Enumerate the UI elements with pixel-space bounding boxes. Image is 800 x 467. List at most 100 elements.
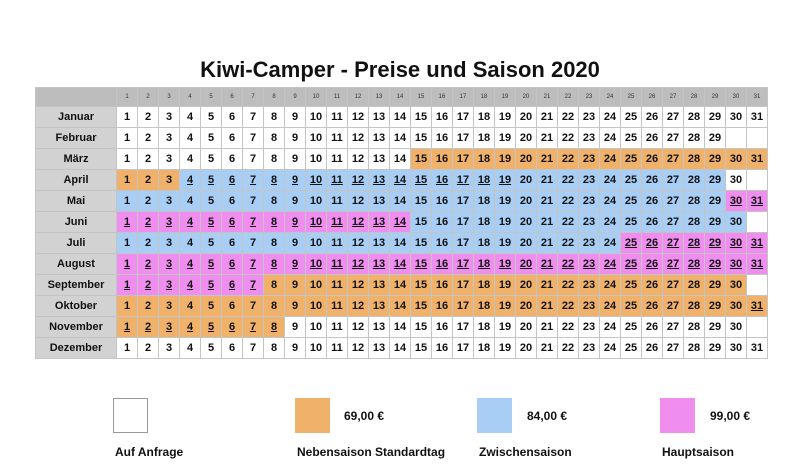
day-cell: 16: [431, 211, 453, 233]
day-cell: 3: [158, 211, 180, 233]
day-cell: 5: [200, 232, 222, 254]
day-cell: 11: [326, 190, 348, 212]
day-cell: 14: [389, 232, 411, 254]
day-cell: 6: [221, 148, 243, 170]
day-cell: 26: [641, 106, 663, 128]
day-cell: 1: [116, 253, 138, 275]
day-cell: 2: [137, 232, 159, 254]
day-cell: 28: [683, 127, 705, 149]
day-cell: 30: [725, 106, 747, 128]
day-cell: 3: [158, 274, 180, 296]
day-cell: 30: [725, 232, 747, 254]
day-cell: 24: [599, 127, 621, 149]
day-cell: 11: [326, 316, 348, 338]
month-row: August 1 2 3 4 5 6 7 8 9 10 11 12 13 14 15 16 17 18 19 20 21 2…: [35, 253, 768, 275]
day-cell: 30: [725, 316, 747, 338]
empty-cell: [746, 274, 768, 296]
day-cell: 30: [725, 169, 747, 191]
day-cell: 20: [515, 211, 537, 233]
day-cell: 8: [263, 232, 285, 254]
day-cell: 9: [284, 274, 306, 296]
day-cell: 31: [746, 337, 768, 359]
day-cell: 10: [305, 190, 327, 212]
day-cell: 8: [263, 169, 285, 191]
day-cell: 14: [389, 316, 411, 338]
day-cell: 20: [515, 253, 537, 275]
day-header: 10: [305, 87, 327, 107]
day-cell: 30: [725, 337, 747, 359]
day-cell: 19: [494, 232, 516, 254]
empty-cell: [746, 169, 768, 191]
day-cell: 14: [389, 337, 411, 359]
day-cell: 19: [494, 253, 516, 275]
day-cell: 23: [578, 211, 600, 233]
day-cell: 15: [410, 127, 432, 149]
day-cell: 15: [410, 106, 432, 128]
day-header: 15: [410, 87, 432, 107]
day-cell: 5: [200, 190, 222, 212]
day-cell: 5: [200, 148, 222, 170]
day-cell: 27: [662, 274, 684, 296]
day-cell: 18: [473, 190, 495, 212]
day-cell: 16: [431, 148, 453, 170]
day-cell: 14: [389, 106, 411, 128]
day-cell: 21: [536, 169, 558, 191]
day-cell: 5: [200, 316, 222, 338]
day-cell: 10: [305, 127, 327, 149]
day-cell: 22: [557, 316, 579, 338]
day-cell: 11: [326, 232, 348, 254]
day-cell: 29: [704, 127, 726, 149]
day-cell: 23: [578, 106, 600, 128]
day-cell: 13: [368, 148, 390, 170]
day-cell: 4: [179, 232, 201, 254]
day-cell: 2: [137, 148, 159, 170]
day-cell: 16: [431, 337, 453, 359]
day-cell: 26: [641, 274, 663, 296]
day-cell: 29: [704, 169, 726, 191]
day-header: 23: [578, 87, 600, 107]
day-cell: 11: [326, 211, 348, 233]
day-cell: 8: [263, 316, 285, 338]
day-cell: 5: [200, 274, 222, 296]
legend-label-hauptsaison: Hauptsaison: [662, 445, 735, 459]
day-cell: 21: [536, 106, 558, 128]
day-cell: 17: [452, 274, 474, 296]
day-cell: 23: [578, 274, 600, 296]
legend-price-nebensaison: 69,00 €: [344, 409, 385, 423]
day-cell: 19: [494, 148, 516, 170]
day-cell: 10: [305, 148, 327, 170]
day-cell: 22: [557, 190, 579, 212]
day-cell: 24: [599, 337, 621, 359]
day-cell: 18: [473, 169, 495, 191]
day-cell: 3: [158, 127, 180, 149]
month-name: Januar: [35, 106, 117, 128]
day-header: 13: [368, 87, 390, 107]
day-cell: 30: [725, 148, 747, 170]
day-cell: 9: [284, 295, 306, 317]
day-cell: 12: [347, 148, 369, 170]
day-cell: 15: [410, 337, 432, 359]
day-cell: 6: [221, 316, 243, 338]
day-cell: 1: [116, 274, 138, 296]
day-cell: 3: [158, 316, 180, 338]
day-cell: 4: [179, 211, 201, 233]
legend-swatch-auf-anfrage: [113, 398, 148, 433]
day-cell: 21: [536, 127, 558, 149]
day-header: 5: [200, 87, 222, 107]
day-cell: 9: [284, 106, 306, 128]
day-cell: 25: [620, 106, 642, 128]
day-cell: 23: [578, 295, 600, 317]
legend-swatch-hauptsaison: [660, 398, 695, 433]
day-cell: 21: [536, 274, 558, 296]
day-cell: 1: [116, 316, 138, 338]
day-cell: 3: [158, 232, 180, 254]
day-cell: 13: [368, 211, 390, 233]
day-cell: 11: [326, 295, 348, 317]
day-cell: 25: [620, 148, 642, 170]
day-cell: 7: [242, 295, 264, 317]
day-header: 6: [221, 87, 243, 107]
day-cell: 26: [641, 148, 663, 170]
day-cell: 23: [578, 190, 600, 212]
day-cell: 13: [368, 316, 390, 338]
day-cell: 31: [746, 148, 768, 170]
